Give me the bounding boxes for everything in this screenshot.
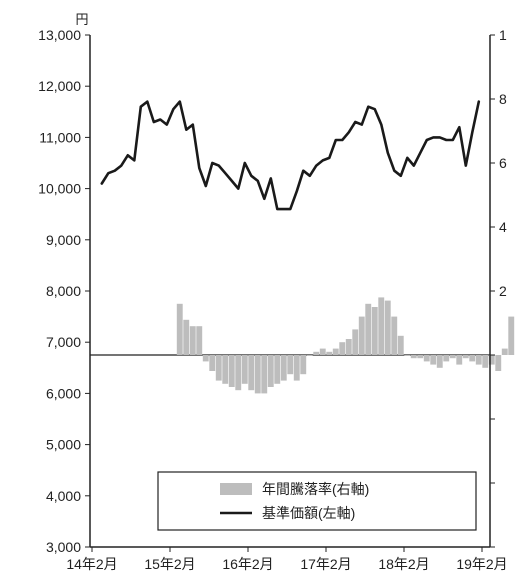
x-tick-label: 15年2月 [144,556,195,572]
bar-annual-change [495,355,502,371]
left-tick-label: 12,000 [38,78,81,94]
bar-annual-change [443,355,450,362]
bar-annual-change [326,351,333,355]
bar-annual-change [371,307,378,355]
bar-annual-change [391,316,398,355]
bar-annual-change [228,355,235,387]
bar-annual-change [423,355,430,362]
bar-annual-change [430,355,437,365]
bar-annual-change [293,355,300,381]
bar-annual-change [410,355,417,359]
bar-annual-change [209,355,216,371]
x-tick-label: 17年2月 [300,556,351,572]
bar-annual-change [332,348,339,355]
left-tick-label: 10,000 [38,181,81,197]
left-unit-label: 円 [75,12,88,27]
bar-annual-change [456,355,463,365]
left-tick-label: 11,000 [39,129,81,145]
bar-annual-change [436,355,443,368]
left-tick-label: 5,000 [46,437,81,453]
bar-annual-change [313,351,320,355]
left-tick-label: 3,000 [46,539,81,555]
bar-annual-change [267,355,274,387]
bar-annual-change [280,355,287,381]
left-tick-label: 4,000 [46,488,81,504]
bar-annual-change [417,355,424,359]
bar-annual-change [222,355,229,384]
left-tick-label: 8,000 [46,283,81,299]
x-tick-label: 19年2月 [456,556,507,572]
bar-annual-change [449,355,456,359]
right-tick-label: 8 [499,91,507,107]
bar-annual-change [475,355,482,365]
left-tick-label: 7,000 [46,334,81,350]
bar-annual-change [404,355,411,356]
bar-annual-change [176,303,183,355]
x-tick-label: 16年2月 [222,556,273,572]
bar-annual-change [189,326,196,355]
bar-annual-change [501,348,508,355]
left-tick-label: 13,000 [38,27,81,43]
x-tick-label: 18年2月 [378,556,429,572]
bar-annual-change [508,316,515,355]
bar-annual-change [345,339,352,355]
bar-annual-change [254,355,261,394]
right-tick-label: 4 [499,219,507,235]
bar-annual-change [352,329,359,355]
bar-annual-change [488,355,495,365]
bar-annual-change [397,335,404,355]
bar-annual-change [300,355,307,375]
bar-annual-change [287,355,294,375]
bar-annual-change [469,355,476,362]
right-tick-label: 2 [499,283,507,299]
bar-annual-change [365,303,372,355]
bar-annual-change [241,355,248,384]
bar-annual-change [306,355,313,356]
bar-annual-change [384,300,391,355]
nav-line-series [100,100,481,211]
bar-annual-change [196,326,203,355]
right-tick-label: 1 [499,27,507,43]
bar-annual-change [274,355,281,384]
bar-annual-change [261,355,268,394]
legend-bar-swatch [220,483,252,495]
x-tick-label: 14年2月 [66,556,117,572]
bar-annual-change [235,355,242,391]
legend-line-label: 基準価額(左軸) [262,505,355,521]
bar-annual-change [339,342,346,355]
left-tick-label: 9,000 [46,232,81,248]
bar-annual-change [202,355,209,362]
bar-annual-change [215,355,222,381]
bar-annual-change [482,355,489,368]
legend-bar-label: 年間騰落率(右軸) [262,481,369,497]
bar-annual-change [358,316,365,355]
bar-annual-change [378,297,385,355]
bar-annual-change [462,355,469,359]
right-tick-label: 6 [499,155,507,171]
bar-annual-change [183,319,190,355]
left-tick-label: 6,000 [46,385,81,401]
legend-box [157,471,477,531]
bar-annual-change [248,355,255,391]
bar-annual-change [319,348,326,355]
